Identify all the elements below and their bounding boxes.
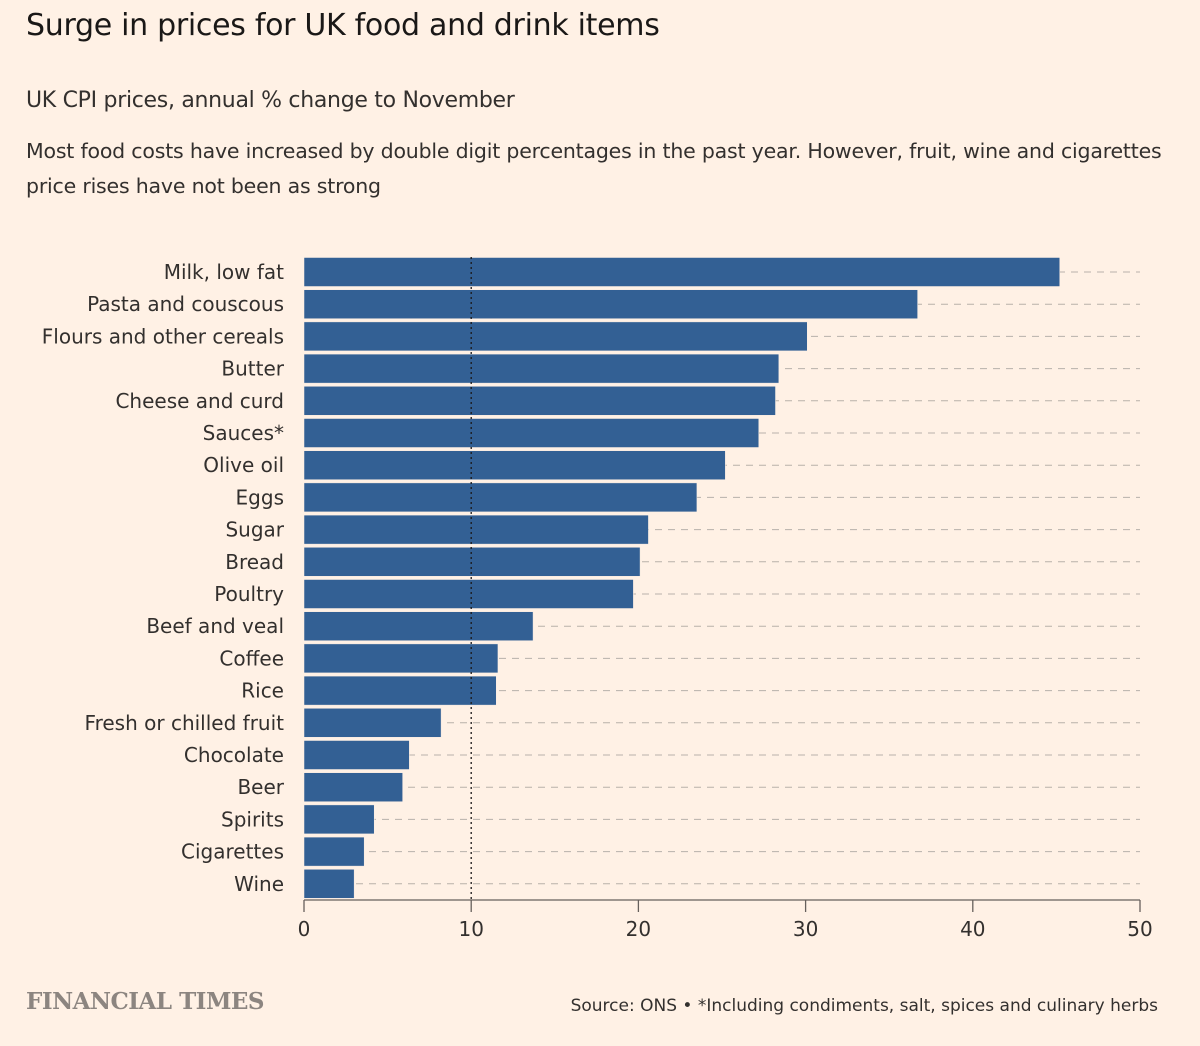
category-label: Pasta and couscous — [87, 292, 284, 316]
bar-coffee — [303, 643, 499, 674]
category-label: Cheese and curd — [115, 389, 284, 413]
bar-bread — [303, 547, 641, 577]
source-note: Source: ONS • *Including condiments, sal… — [570, 996, 1158, 1016]
bar-butter — [303, 353, 780, 384]
chart-description: Most food costs have increased by double… — [26, 139, 1162, 198]
category-label: Bread — [225, 550, 284, 574]
bar-olive-oil — [303, 450, 726, 480]
category-label: Chocolate — [184, 743, 284, 767]
category-label: Cigarettes — [181, 840, 284, 864]
category-label: Coffee — [219, 646, 284, 670]
chart-title: Surge in prices for UK food and drink it… — [26, 8, 660, 43]
bar-fresh-or-chilled-fruit — [303, 708, 442, 738]
category-label: Olive oil — [203, 453, 284, 477]
bar-flours-and-other-cereals — [303, 321, 808, 352]
bar-beer — [303, 772, 403, 802]
ft-logo: FINANCIAL TIMES — [26, 988, 265, 1015]
x-tick-label: 30 — [793, 917, 818, 941]
category-label: Spirits — [221, 807, 284, 831]
bar-sauces- — [303, 418, 760, 448]
chart-subtitle: UK CPI prices, annual % change to Novemb… — [26, 88, 515, 113]
category-label: Butter — [221, 357, 284, 381]
category-label: Milk, low fat — [164, 260, 284, 284]
bar-beef-and-veal — [303, 611, 534, 641]
category-label: Wine — [234, 872, 284, 896]
bar-cigarettes — [303, 836, 365, 867]
category-label: Eggs — [236, 485, 284, 509]
x-tick-label: 50 — [1127, 917, 1152, 941]
bar-poultry — [303, 579, 634, 609]
bar-rice — [303, 675, 497, 706]
category-label: Flours and other cereals — [42, 324, 284, 348]
bar-spirits — [303, 804, 375, 835]
category-label: Sauces* — [203, 421, 284, 445]
category-label: Fresh or chilled fruit — [85, 711, 285, 735]
bar-eggs — [303, 482, 698, 513]
x-tick-label: 40 — [960, 917, 985, 941]
bar-milk-low-fat — [303, 257, 1060, 287]
category-label: Sugar — [225, 518, 284, 542]
bar-sugar — [303, 514, 649, 545]
bar-cheese-and-curd — [303, 386, 776, 416]
category-label: Beer — [237, 775, 284, 799]
category-label: Beef and veal — [146, 614, 284, 638]
x-tick-label: 10 — [458, 917, 483, 941]
x-tick-label: 0 — [298, 917, 311, 941]
category-label: Poultry — [214, 582, 284, 606]
bar-chocolate — [303, 740, 410, 770]
bar-wine — [303, 869, 355, 899]
x-tick-label: 20 — [626, 917, 651, 941]
bar-pasta-and-couscous — [303, 289, 918, 319]
category-label: Rice — [241, 679, 284, 703]
